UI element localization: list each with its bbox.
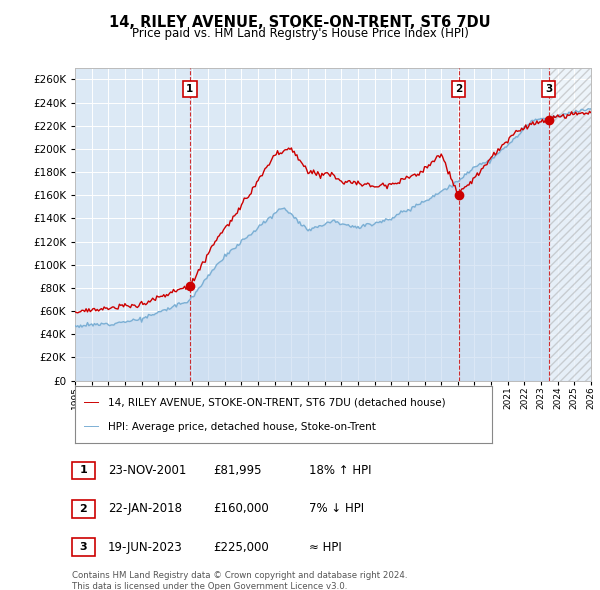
Text: 2: 2 — [455, 84, 462, 94]
Text: 3: 3 — [80, 542, 87, 552]
Text: £160,000: £160,000 — [213, 502, 269, 515]
Text: ——: —— — [84, 420, 99, 433]
Text: 7% ↓ HPI: 7% ↓ HPI — [309, 502, 364, 515]
Text: 1: 1 — [80, 466, 87, 476]
Text: 3: 3 — [545, 84, 553, 94]
Text: 19-JUN-2023: 19-JUN-2023 — [108, 540, 183, 553]
Text: 18% ↑ HPI: 18% ↑ HPI — [309, 464, 371, 477]
Text: HPI: Average price, detached house, Stoke-on-Trent: HPI: Average price, detached house, Stok… — [108, 422, 376, 432]
Text: 1: 1 — [186, 84, 193, 94]
Text: £81,995: £81,995 — [213, 464, 262, 477]
Text: £225,000: £225,000 — [213, 540, 269, 553]
Text: ——: —— — [84, 396, 99, 409]
Text: Contains HM Land Registry data © Crown copyright and database right 2024.
This d: Contains HM Land Registry data © Crown c… — [72, 571, 407, 590]
Text: 23-NOV-2001: 23-NOV-2001 — [108, 464, 187, 477]
Text: Price paid vs. HM Land Registry's House Price Index (HPI): Price paid vs. HM Land Registry's House … — [131, 27, 469, 40]
Text: 2: 2 — [80, 504, 87, 514]
Text: 22-JAN-2018: 22-JAN-2018 — [108, 502, 182, 515]
Text: 14, RILEY AVENUE, STOKE-ON-TRENT, ST6 7DU (detached house): 14, RILEY AVENUE, STOKE-ON-TRENT, ST6 7D… — [108, 397, 446, 407]
Text: 14, RILEY AVENUE, STOKE-ON-TRENT, ST6 7DU: 14, RILEY AVENUE, STOKE-ON-TRENT, ST6 7D… — [109, 15, 491, 30]
Text: ≈ HPI: ≈ HPI — [309, 540, 342, 553]
